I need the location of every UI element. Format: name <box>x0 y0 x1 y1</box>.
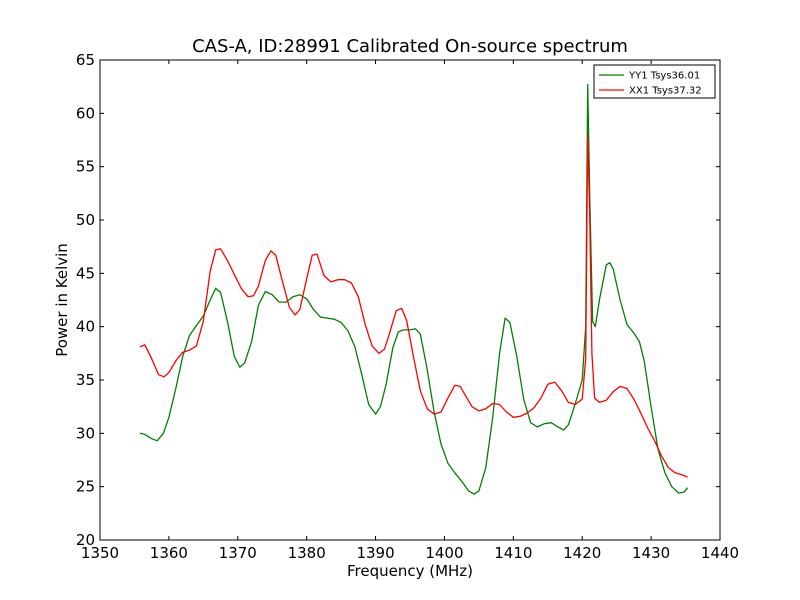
x-tick-label: 1370 <box>219 544 257 562</box>
x-axis: 1350 1360 1370 1380 1390 1400 1410 1420 1430 1440 <box>81 60 739 562</box>
y-tick-label: 60 <box>76 104 95 122</box>
y-tick-label: 40 <box>76 318 95 336</box>
chart-title: CAS-A, ID:28991 Calibrated On-source spe… <box>192 36 628 57</box>
y-tick-label: 55 <box>76 158 95 176</box>
x-tick-label: 1440 <box>701 544 739 562</box>
x-tick-label: 1430 <box>632 544 670 562</box>
x-axis-label: Frequency (MHz) <box>347 562 473 580</box>
y-tick-label: 30 <box>76 424 95 442</box>
y-tick-label: 65 <box>76 51 95 69</box>
y-tick-label: 50 <box>76 211 95 229</box>
x-tick-label: 1380 <box>288 544 326 562</box>
series-layer <box>139 83 689 495</box>
x-tick-label: 1410 <box>494 544 532 562</box>
y-axis: 20 25 30 35 40 45 50 55 60 65 <box>76 51 720 549</box>
y-tick-label: 25 <box>76 478 95 496</box>
series-line-1 <box>139 134 688 478</box>
y-tick-label: 20 <box>76 531 95 549</box>
legend-label-0: YY1 Tsys36.01 <box>628 71 700 82</box>
x-tick-label: 1400 <box>425 544 463 562</box>
plot-frame <box>99 59 721 541</box>
series-line-0 <box>139 83 689 495</box>
x-tick-label: 1360 <box>150 544 188 562</box>
y-tick-label: 35 <box>76 371 95 389</box>
x-tick-label: 1350 <box>81 544 119 562</box>
legend-box <box>593 64 716 99</box>
x-tick-label: 1390 <box>356 544 394 562</box>
x-tick-label: 1420 <box>563 544 601 562</box>
y-tick-label: 45 <box>76 264 95 282</box>
y-axis-label: Power in Kelvin <box>53 243 71 357</box>
legend: YY1 Tsys36.01 XX1 Tsys37.32 <box>593 64 716 99</box>
legend-label-1: XX1 Tsys37.32 <box>629 86 702 97</box>
